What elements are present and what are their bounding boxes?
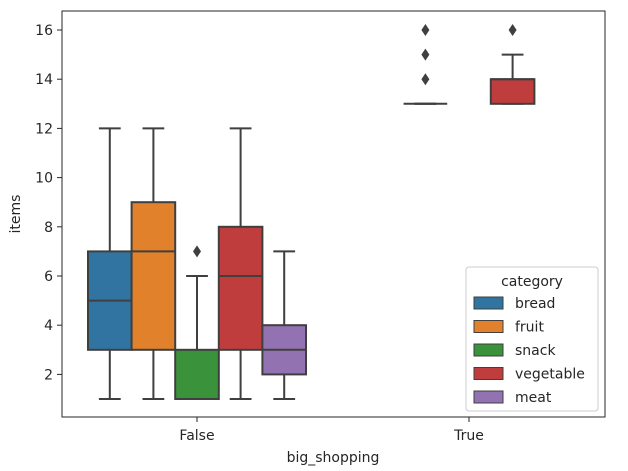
legend-swatch-bread [473, 296, 504, 310]
box-meat-False [261, 250, 307, 400]
box-snack-False [174, 245, 220, 400]
box-fruit-False [130, 127, 177, 400]
x-tick-label: True [453, 428, 484, 444]
legend-title: category [501, 274, 563, 290]
legend-swatch-vegetable [473, 367, 504, 380]
legend-swatch-snack [473, 343, 504, 357]
y-tick-label: 10 [35, 171, 53, 187]
box-fruit-True [403, 24, 448, 105]
box-iqr [130, 201, 177, 351]
outlier-point [193, 245, 201, 258]
y-tick-label: 4 [44, 318, 53, 334]
x-tick-label: False [179, 428, 214, 444]
outlier-point [421, 48, 430, 61]
box-bread-False [87, 127, 133, 400]
box-plot-marks [87, 24, 536, 400]
outlier-point [508, 24, 517, 36]
y-tick-label: 14 [35, 72, 53, 88]
legend-label-fruit: fruit [515, 320, 544, 336]
x-axis-title: big_shopping [287, 450, 380, 466]
y-tick-label: 2 [44, 367, 53, 383]
box-iqr [489, 78, 536, 105]
box-vegetable-True [489, 24, 536, 105]
legend-label-meat: meat [515, 390, 552, 406]
plot-frame [61, 10, 606, 418]
box-vegetable-False [217, 127, 264, 400]
y-axis-title: items [8, 195, 24, 234]
y-tick-label: 12 [35, 121, 53, 137]
outlier-point [421, 24, 430, 36]
legend-swatch-fruit [473, 320, 504, 333]
box-iqr [217, 225, 264, 351]
legend-swatch-meat [473, 390, 504, 404]
outlier-point [421, 73, 430, 86]
y-tick-label: 6 [44, 269, 53, 285]
legend-label-vegetable: vegetable [515, 367, 585, 383]
y-tick-label: 8 [44, 220, 53, 236]
axis-ticks: 2 4 6 8 10 12 14 16 False True [35, 23, 484, 444]
box-iqr [174, 348, 220, 400]
legend-label-snack: snack [515, 343, 556, 359]
legend: category bread fruit snack vegetable meat [465, 266, 599, 412]
y-tick-label: 16 [35, 23, 53, 39]
legend-label-bread: bread [515, 296, 555, 312]
